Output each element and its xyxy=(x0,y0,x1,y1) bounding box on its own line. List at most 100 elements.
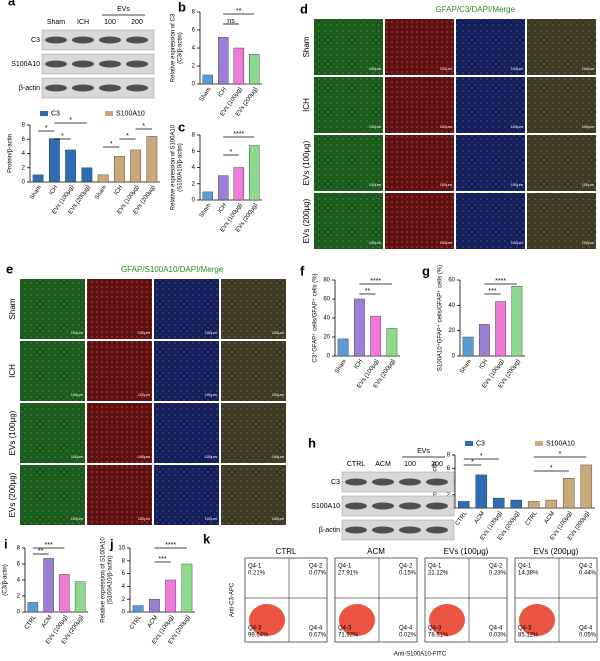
significance-label: ** xyxy=(236,8,242,15)
blot-strip xyxy=(41,77,155,99)
micrograph-texture xyxy=(385,193,454,249)
quadrant-name: Q4-2 xyxy=(489,564,503,570)
scale-bar-label: 100μm xyxy=(272,516,285,521)
flow-title: EVs (100μg) xyxy=(444,547,489,556)
micrograph-texture xyxy=(527,77,596,133)
micrograph-texture xyxy=(154,403,219,463)
bar xyxy=(81,167,93,183)
y-axis-label: (S100A10/β-actin) xyxy=(178,143,184,191)
micrograph-texture xyxy=(20,465,85,525)
lane-label: ACM xyxy=(375,461,391,468)
y-tick-label: 6 xyxy=(447,466,451,472)
row-label: β-actin xyxy=(19,85,40,92)
lane-label: 100 xyxy=(104,19,116,26)
flow-cloud xyxy=(249,604,285,636)
y-tick-label: 2 xyxy=(192,64,196,70)
scale-bar-label: 100μm xyxy=(71,330,84,335)
quadrant-name: Q4-4 xyxy=(579,626,593,632)
blot-band xyxy=(45,60,67,68)
flow-title: EVs (200μg) xyxy=(534,547,579,556)
blot-band xyxy=(399,502,421,510)
x-tick-label: ICH xyxy=(478,359,489,371)
y-tick-label: 4 xyxy=(17,578,21,584)
micrograph-texture xyxy=(154,279,219,339)
scale-bar-label: 100μm xyxy=(440,240,453,245)
row-label: EVs (200μg) xyxy=(8,472,17,517)
significance-label: **** xyxy=(233,131,244,138)
row-label: EVs (200μg) xyxy=(302,198,311,243)
flow-title: ACM xyxy=(367,547,385,556)
blot-band xyxy=(372,478,394,486)
micrograph-texture xyxy=(314,77,383,133)
micrograph-texture xyxy=(314,135,383,191)
quadrant-name: Q4-2 xyxy=(579,564,593,570)
micrograph-texture xyxy=(456,135,525,191)
micrograph-texture xyxy=(87,341,152,401)
y-tick-label: 8 xyxy=(17,546,21,552)
flow-cloud xyxy=(339,604,375,636)
panel-letter: c xyxy=(178,119,185,134)
y-tick-label: 2 xyxy=(22,165,26,171)
blot-band xyxy=(45,84,67,92)
scale-bar-label: 100μm xyxy=(511,66,524,71)
x-tick-label: Sham xyxy=(199,87,213,103)
quadrant-name: Q4-3 xyxy=(338,626,352,632)
bar xyxy=(510,499,523,509)
blot-strip xyxy=(341,471,455,493)
x-tick-label: ACM xyxy=(474,511,487,525)
scale-bar-label: 100μm xyxy=(511,124,524,129)
scale-bar-label: 100μm xyxy=(272,392,285,397)
y-tick-label: 8 xyxy=(122,558,126,564)
significance-label: **** xyxy=(495,278,506,285)
blot-band xyxy=(345,502,367,510)
quadrant-value: 78.61% xyxy=(428,633,449,639)
bar xyxy=(165,579,177,613)
row-label: C3 xyxy=(31,37,40,44)
bar xyxy=(233,167,244,201)
row-label: EVs (100μg) xyxy=(8,410,17,455)
x-tick-label: ICH xyxy=(353,359,364,371)
micrograph-texture xyxy=(314,19,383,75)
y-tick-label: 40 xyxy=(323,316,330,322)
bar xyxy=(43,558,54,613)
scale-bar-label: 100μm xyxy=(440,124,453,129)
quadrant-name: Q4-3 xyxy=(248,626,262,632)
y-tick-label: 4 xyxy=(192,46,196,52)
x-tick-label: CTRL xyxy=(24,614,38,631)
y-tick-label: 2 xyxy=(17,594,21,600)
legend-label: C3 xyxy=(51,110,60,117)
micrograph-texture xyxy=(221,403,286,463)
row-label: β-actin xyxy=(319,527,340,534)
bar xyxy=(478,324,490,357)
x-tick-label: ICH xyxy=(217,203,228,215)
blot-band xyxy=(126,36,148,44)
bar xyxy=(495,301,507,357)
scale-bar-label: 100μm xyxy=(205,516,218,521)
y-tick-label: 6 xyxy=(192,28,196,34)
bar xyxy=(249,145,260,201)
blot-band xyxy=(372,502,394,510)
micrograph-texture xyxy=(527,135,596,191)
group-label: EVs xyxy=(117,6,130,13)
scale-bar-label: 100μm xyxy=(71,516,84,521)
scale-bar-label: 100μm xyxy=(582,124,595,129)
quadrant-name: Q4-4 xyxy=(399,626,413,632)
y-tick-label: 0 xyxy=(17,610,21,616)
significance-label: *** xyxy=(45,542,53,549)
y-axis-label: (C3/β-actin) xyxy=(178,32,184,63)
bar xyxy=(545,499,558,509)
bar xyxy=(148,599,160,613)
blot-band xyxy=(72,60,94,68)
y-tick-label: 20 xyxy=(323,335,330,341)
y-tick-label: 0 xyxy=(122,610,126,616)
micrograph-texture xyxy=(385,77,454,133)
scale-bar-label: 100μm xyxy=(369,66,382,71)
bar xyxy=(511,286,523,357)
blot-band xyxy=(345,526,367,534)
scale-bar-label: 100μm xyxy=(440,66,453,71)
quadrant-name: Q4-1 xyxy=(428,564,442,570)
bar xyxy=(113,156,125,183)
blot-band xyxy=(426,526,448,534)
panel-letter: d xyxy=(300,1,308,16)
bar xyxy=(181,563,193,613)
